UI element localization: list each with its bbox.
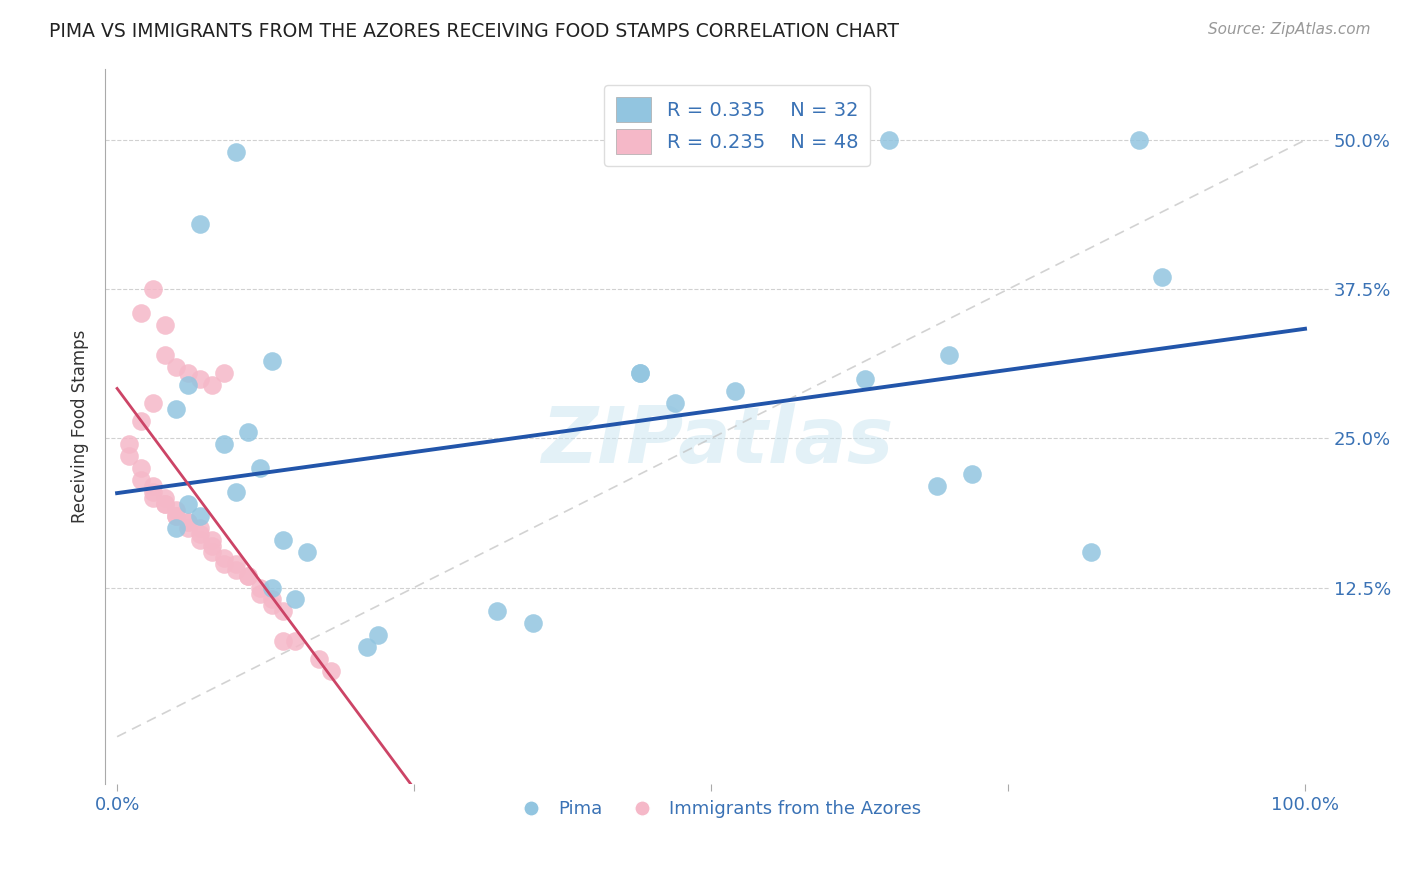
Point — [273, 604, 295, 618]
Point — [664, 395, 686, 409]
Point — [877, 133, 900, 147]
Point — [724, 384, 747, 398]
Point — [249, 581, 271, 595]
Point — [118, 450, 141, 464]
Point — [962, 467, 984, 482]
Point — [166, 521, 188, 535]
Point — [260, 354, 283, 368]
Point — [522, 616, 544, 631]
Point — [153, 348, 176, 362]
Point — [356, 640, 378, 655]
Point — [129, 413, 152, 427]
Point — [142, 479, 165, 493]
Point — [308, 652, 330, 666]
Point — [177, 497, 200, 511]
Point — [1152, 270, 1174, 285]
Point — [212, 557, 235, 571]
Point — [188, 217, 211, 231]
Point — [260, 581, 283, 595]
Point — [212, 550, 235, 565]
Legend: Pima, Immigrants from the Azores: Pima, Immigrants from the Azores — [506, 793, 928, 825]
Point — [201, 533, 224, 547]
Point — [166, 508, 188, 523]
Point — [225, 563, 247, 577]
Point — [249, 461, 271, 475]
Point — [188, 533, 211, 547]
Point — [225, 557, 247, 571]
Point — [177, 521, 200, 535]
Point — [177, 366, 200, 380]
Point — [938, 348, 960, 362]
Point — [153, 497, 176, 511]
Point — [201, 377, 224, 392]
Point — [212, 437, 235, 451]
Point — [1080, 545, 1102, 559]
Point — [273, 634, 295, 648]
Point — [284, 634, 307, 648]
Point — [129, 306, 152, 320]
Point — [236, 568, 259, 582]
Point — [153, 497, 176, 511]
Point — [188, 508, 211, 523]
Point — [188, 372, 211, 386]
Point — [855, 372, 877, 386]
Point — [177, 515, 200, 529]
Point — [188, 521, 211, 535]
Point — [142, 485, 165, 500]
Point — [118, 437, 141, 451]
Point — [628, 366, 651, 380]
Point — [142, 491, 165, 505]
Point — [225, 485, 247, 500]
Y-axis label: Receiving Food Stamps: Receiving Food Stamps — [72, 330, 89, 524]
Point — [188, 526, 211, 541]
Point — [129, 461, 152, 475]
Point — [295, 545, 318, 559]
Text: PIMA VS IMMIGRANTS FROM THE AZORES RECEIVING FOOD STAMPS CORRELATION CHART: PIMA VS IMMIGRANTS FROM THE AZORES RECEI… — [49, 22, 900, 41]
Point — [1128, 133, 1150, 147]
Point — [236, 568, 259, 582]
Point — [319, 664, 342, 678]
Point — [142, 395, 165, 409]
Point — [212, 366, 235, 380]
Point — [628, 366, 651, 380]
Point — [486, 604, 509, 618]
Point — [177, 377, 200, 392]
Point — [166, 508, 188, 523]
Point — [260, 599, 283, 613]
Point — [273, 533, 295, 547]
Point — [166, 503, 188, 517]
Point — [166, 359, 188, 374]
Point — [153, 318, 176, 332]
Point — [201, 545, 224, 559]
Point — [236, 425, 259, 440]
Point — [166, 401, 188, 416]
Point — [925, 479, 948, 493]
Text: Source: ZipAtlas.com: Source: ZipAtlas.com — [1208, 22, 1371, 37]
Point — [367, 628, 389, 642]
Point — [284, 592, 307, 607]
Point — [260, 592, 283, 607]
Point — [142, 282, 165, 296]
Text: ZIPatlas: ZIPatlas — [541, 403, 893, 479]
Point — [201, 539, 224, 553]
Point — [129, 473, 152, 487]
Point — [249, 586, 271, 600]
Point — [225, 145, 247, 159]
Point — [177, 515, 200, 529]
Point — [153, 491, 176, 505]
